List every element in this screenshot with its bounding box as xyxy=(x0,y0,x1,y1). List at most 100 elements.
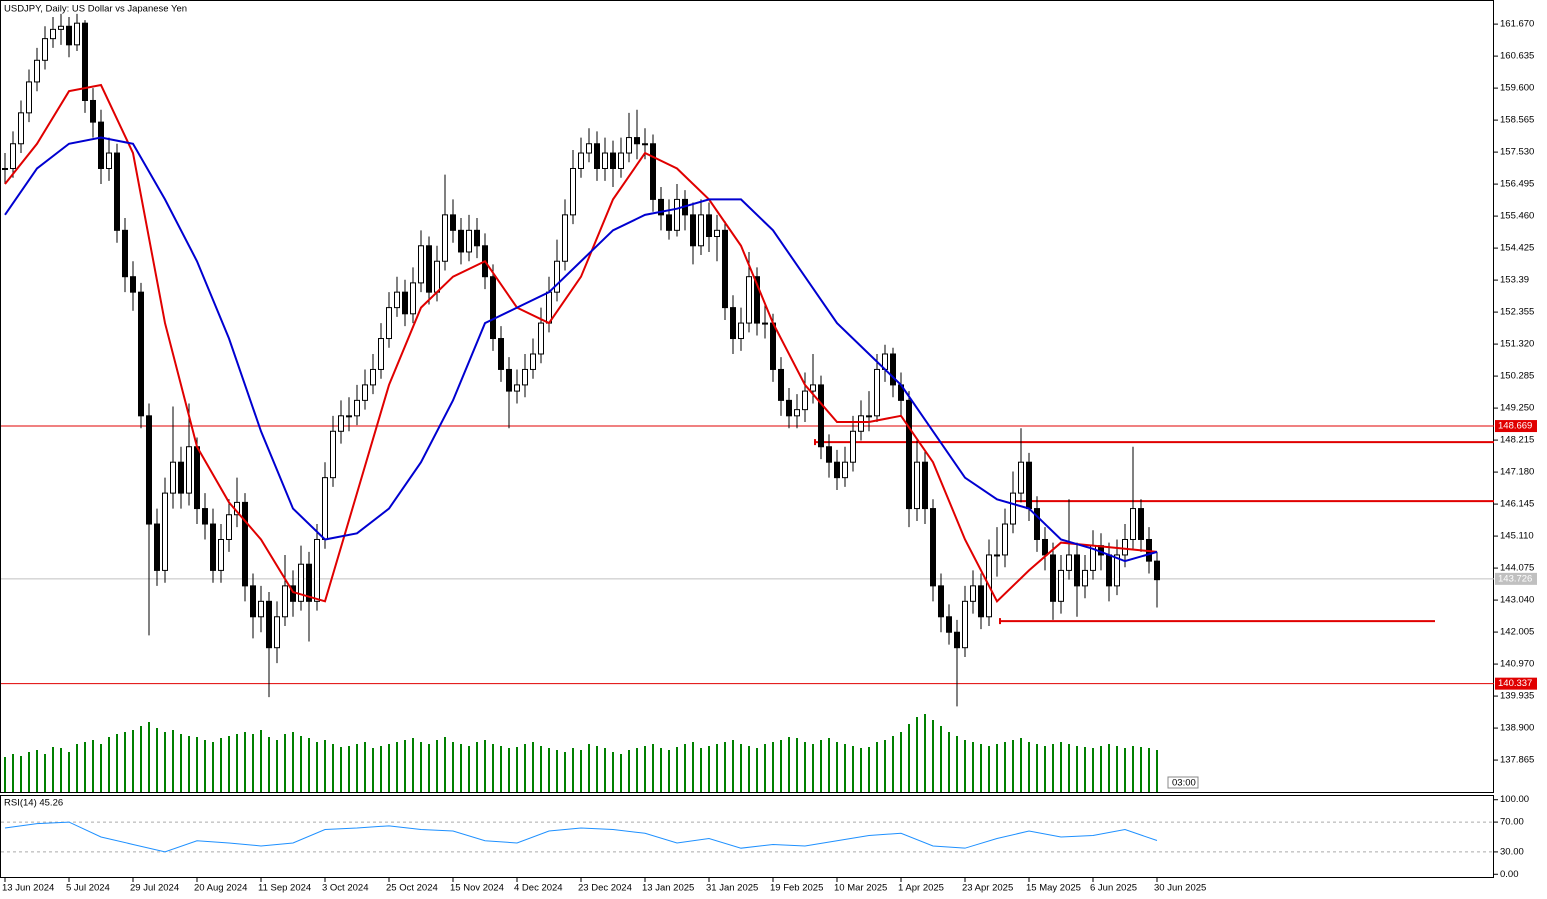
candle-body xyxy=(146,415,152,525)
candle-body xyxy=(466,229,472,253)
candle-body xyxy=(346,415,352,418)
x-tick-label: 5 Jul 2024 xyxy=(66,883,110,894)
y-tick-label: 160.635 xyxy=(1500,51,1534,62)
candle-body xyxy=(210,523,216,571)
rsi-tick-label: 30.00 xyxy=(1500,846,1524,857)
level-tag xyxy=(1495,420,1537,433)
candle-body xyxy=(82,22,88,101)
candle-body xyxy=(1066,554,1072,571)
candle-body xyxy=(50,28,56,40)
candle-body xyxy=(26,81,32,114)
candle-body xyxy=(2,167,8,170)
candle-body xyxy=(914,461,920,510)
candle-body xyxy=(722,229,728,309)
y-tick-label: 158.565 xyxy=(1500,115,1534,126)
candle-body xyxy=(122,229,128,278)
x-tick-label: 13 Jun 2024 xyxy=(2,883,54,894)
y-tick-label: 139.935 xyxy=(1500,691,1534,702)
candle-body xyxy=(594,143,600,169)
candle-body xyxy=(178,461,184,494)
candle-body xyxy=(626,137,632,154)
rsi-title: RSI(14) 45.26 xyxy=(4,798,63,809)
candle-body xyxy=(610,152,616,169)
x-tick-label: 19 Feb 2025 xyxy=(770,883,823,894)
y-tick-label: 146.145 xyxy=(1500,499,1534,510)
candle-body xyxy=(674,198,680,231)
chart-title: USDJPY, Daily: US Dollar vs Japanese Yen xyxy=(4,4,187,15)
candle-body xyxy=(490,276,496,340)
candle-body xyxy=(498,338,504,370)
y-tick-label: 150.285 xyxy=(1500,371,1534,382)
x-tick-label: 20 Aug 2024 xyxy=(194,883,247,894)
candle-body xyxy=(666,214,672,231)
candle-body xyxy=(562,214,568,262)
candle-body xyxy=(858,415,864,432)
y-tick-label: 149.250 xyxy=(1500,403,1534,414)
x-tick-label: 29 Jul 2024 xyxy=(130,883,179,894)
candle-body xyxy=(658,198,664,216)
candle-body xyxy=(1114,554,1120,587)
y-tick-label: 155.460 xyxy=(1500,211,1534,222)
candle-body xyxy=(386,307,392,340)
candle-body xyxy=(602,152,608,169)
candle-body xyxy=(106,152,112,169)
candle-body xyxy=(1002,523,1008,556)
y-tick-label: 159.600 xyxy=(1500,83,1534,94)
candle-body xyxy=(298,563,304,602)
candle-body xyxy=(218,538,224,571)
candle-body xyxy=(258,600,264,618)
candle-body xyxy=(634,137,640,145)
y-tick-label: 137.865 xyxy=(1500,755,1534,766)
candle-body xyxy=(1106,554,1112,587)
candle-body xyxy=(866,415,872,418)
candle-body xyxy=(138,291,144,417)
candle-body xyxy=(162,492,168,571)
candle-body xyxy=(994,554,1000,557)
countdown-box xyxy=(1167,776,1199,789)
candle-body xyxy=(826,446,832,463)
candle-body xyxy=(850,430,856,463)
y-tick-label: 144.075 xyxy=(1500,563,1534,574)
candle-body xyxy=(394,291,400,309)
countdown: 03:00 xyxy=(1172,778,1196,789)
moving-average xyxy=(4,83,1158,603)
candle-body xyxy=(530,353,536,370)
candle-body xyxy=(642,143,648,146)
candle-body xyxy=(922,461,928,510)
candle-body xyxy=(906,399,912,510)
candle-body xyxy=(306,563,312,602)
candle-body xyxy=(570,167,576,216)
candle-body xyxy=(330,430,336,479)
level-tag xyxy=(1495,572,1537,585)
candle-body xyxy=(970,585,976,602)
candle-body xyxy=(458,229,464,253)
x-tick-label: 6 Jun 2025 xyxy=(1090,883,1137,894)
candle-body xyxy=(1122,538,1128,556)
candle-body xyxy=(58,25,64,30)
candle-body xyxy=(1082,569,1088,587)
candle-body xyxy=(586,143,592,154)
y-tick-label: 140.970 xyxy=(1500,659,1534,670)
candle-body xyxy=(114,152,120,231)
candle-body xyxy=(226,514,232,540)
x-tick-label: 15 May 2025 xyxy=(1026,883,1081,894)
y-tick-label: 156.495 xyxy=(1500,179,1534,190)
candle-body xyxy=(1018,461,1024,494)
candle-body xyxy=(1058,569,1064,602)
candle-body xyxy=(930,508,936,587)
candle-body xyxy=(514,384,520,392)
candle-body xyxy=(818,384,824,448)
level-tag xyxy=(1495,677,1537,690)
rsi-tick-label: 0.00 xyxy=(1500,869,1519,880)
y-tick-label: 143.040 xyxy=(1500,595,1534,606)
candle-body xyxy=(650,143,656,200)
candle-body xyxy=(730,307,736,340)
candle-body xyxy=(618,152,624,169)
candle-body xyxy=(66,25,72,46)
y-tick-label: 148.215 xyxy=(1500,435,1534,446)
candle-body xyxy=(578,152,584,169)
candle-body xyxy=(418,245,424,284)
candle-body xyxy=(402,291,408,315)
candle-body xyxy=(426,245,432,293)
